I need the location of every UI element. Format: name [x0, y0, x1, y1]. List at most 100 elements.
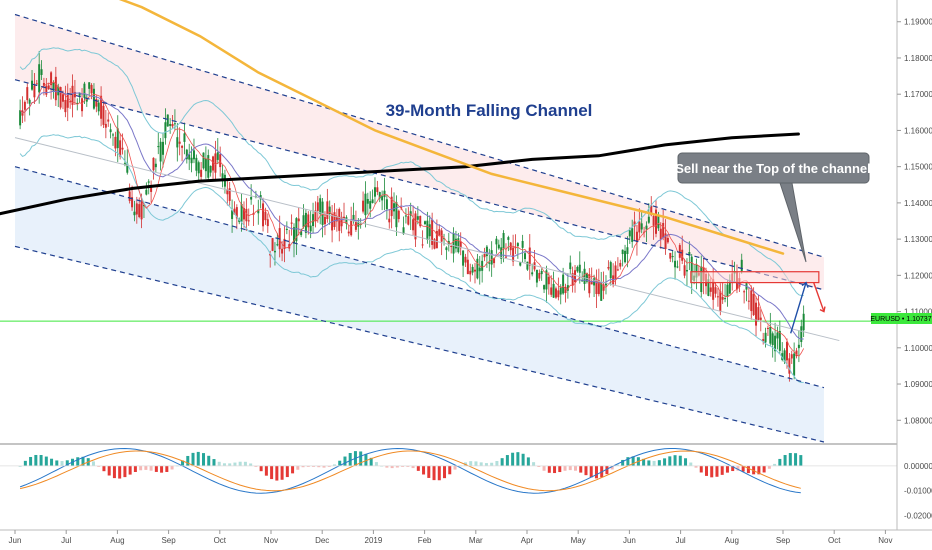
bull-candle — [19, 110, 22, 126]
macd-bar-negative — [574, 465, 578, 471]
macd-bar-negative — [584, 465, 588, 476]
bear-candle — [790, 354, 793, 359]
bear-candle — [45, 85, 48, 95]
macd-bar-positive — [484, 463, 488, 466]
macd-bar-negative — [767, 465, 771, 469]
bull-candle — [581, 280, 584, 282]
bull-candle — [195, 157, 198, 171]
bear-candle — [714, 287, 717, 294]
bear-candle — [340, 216, 343, 227]
bear-candle — [64, 100, 67, 113]
bear-candle — [26, 87, 29, 101]
bear-candle — [269, 253, 272, 256]
bull-candle — [624, 250, 627, 263]
bull-candle — [76, 102, 79, 104]
bear-candle — [140, 201, 143, 220]
bull-candle — [562, 274, 565, 294]
x-tick-label: Aug — [110, 536, 124, 545]
bull-candle — [309, 225, 312, 232]
bear-candle — [333, 212, 336, 228]
macd-bar-negative — [327, 465, 331, 467]
bull-candle — [674, 260, 677, 268]
macd-bar-negative — [762, 465, 766, 473]
bear-candle — [655, 209, 658, 234]
macd-bar-negative — [154, 465, 158, 472]
bull-candle — [488, 262, 491, 264]
bear-candle — [119, 140, 122, 157]
bear-candle — [42, 82, 45, 87]
y-tick-label: 1.17000 — [904, 90, 932, 99]
bear-candle — [788, 358, 791, 374]
bull-candle — [112, 134, 115, 136]
bull-candle — [585, 273, 588, 282]
macd-bar-negative — [448, 465, 452, 475]
x-tick-label: May — [571, 536, 586, 545]
macd-bar-positive — [778, 458, 782, 466]
bear-candle — [557, 290, 560, 298]
macd-bar-positive — [181, 460, 185, 466]
bull-candle — [302, 215, 305, 227]
bull-candle — [240, 204, 243, 222]
bear-candle — [350, 219, 353, 236]
bull-candle — [85, 98, 88, 102]
bear-candle — [785, 341, 788, 361]
macd-bar-positive — [359, 451, 363, 466]
bear-candle — [35, 83, 38, 85]
bear-candle — [66, 93, 69, 108]
bear-candle — [354, 220, 357, 230]
bear-candle — [571, 273, 574, 286]
macd-bar-negative — [411, 465, 415, 469]
bull-candle — [690, 256, 693, 280]
macd-bar-positive — [212, 459, 216, 466]
macd-bar-positive — [521, 453, 525, 466]
channel-lower-zone — [15, 166, 824, 442]
macd-bar-negative — [322, 465, 326, 468]
bull-candle — [566, 285, 569, 291]
macd-bar-positive — [238, 461, 242, 466]
bull-candle — [631, 228, 634, 242]
macd-bar-positive — [621, 459, 625, 466]
bear-candle — [721, 296, 724, 300]
bear-candle — [419, 215, 422, 227]
bull-candle — [552, 283, 555, 298]
macd-bar-negative — [568, 465, 572, 471]
bull-candle — [485, 246, 488, 257]
y-tick-label: 1.10000 — [904, 344, 932, 353]
macd-y-tick-label: 0.00000 — [904, 462, 932, 471]
macd-bar-positive — [34, 454, 38, 466]
bull-candle — [764, 332, 767, 343]
macd-bar-positive — [479, 462, 483, 466]
bull-candle — [216, 152, 219, 160]
bull-candle — [502, 232, 505, 249]
macd-bar-negative — [112, 465, 116, 479]
bear-candle — [214, 153, 217, 173]
bull-candle — [443, 238, 446, 240]
bear-candle — [262, 203, 265, 227]
bull-candle — [328, 206, 331, 215]
bull-candle — [183, 133, 186, 142]
bear-candle — [264, 211, 267, 221]
bear-candle — [100, 95, 103, 119]
y-tick-label: 1.15000 — [904, 163, 932, 172]
macd-bar-negative — [699, 465, 703, 473]
macd-bar-positive — [788, 453, 792, 466]
macd-bar-negative — [139, 465, 143, 471]
bear-candle — [743, 291, 746, 293]
bull-candle — [540, 271, 543, 275]
bull-candle — [526, 261, 529, 270]
macd-bar-negative — [170, 465, 174, 470]
bear-candle — [595, 278, 598, 295]
macd-bar-negative — [296, 465, 300, 470]
macd-bar-positive — [526, 457, 530, 466]
macd-bar-negative — [102, 465, 106, 472]
bull-candle — [157, 146, 160, 148]
bear-candle — [659, 228, 662, 240]
bull-candle — [728, 280, 731, 294]
x-tick-label: Aug — [725, 536, 739, 545]
bull-candle — [640, 223, 643, 230]
macd-bar-negative — [736, 465, 740, 471]
bull-candle — [126, 163, 129, 173]
bull-candle — [197, 162, 200, 174]
bear-candle — [131, 197, 134, 208]
macd-bar-negative — [149, 465, 153, 471]
